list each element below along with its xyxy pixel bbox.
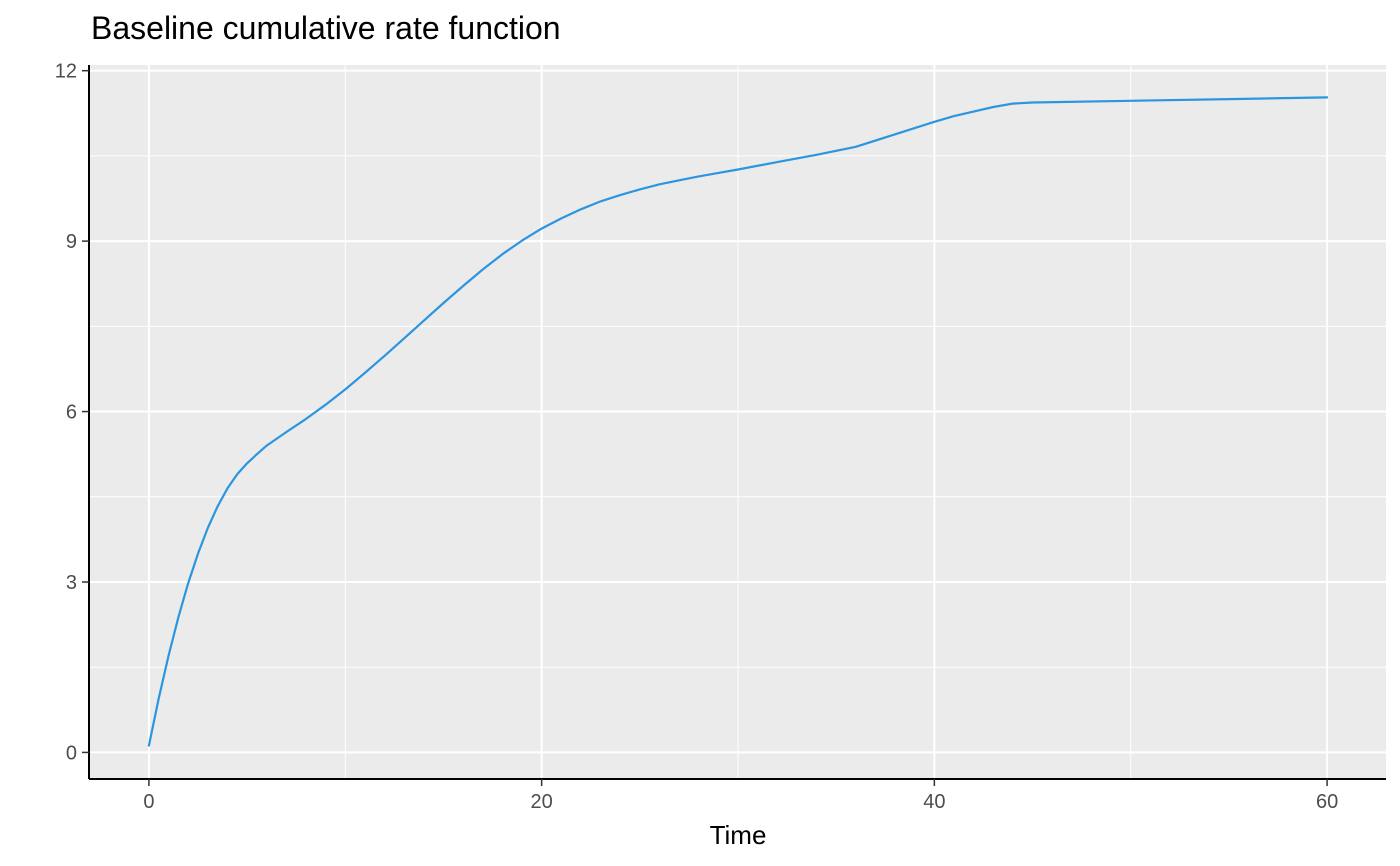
series-layer — [147, 96, 1329, 747]
major-gridlines — [90, 65, 1386, 778]
y-axis-ticks: 0 3 6 9 12 — [55, 61, 89, 764]
y-tick-label: 9 — [66, 231, 77, 253]
y-tick-label: 0 — [66, 742, 77, 764]
chart-title: Baseline cumulative rate function — [91, 10, 561, 46]
x-axis-ticks: 0 20 40 60 — [143, 779, 1338, 813]
x-tick-label: 20 — [531, 791, 553, 813]
x-tick-label: 60 — [1316, 791, 1338, 813]
y-tick-label: 6 — [66, 402, 77, 424]
series-line — [147, 96, 1329, 747]
x-tick-label: 40 — [923, 791, 945, 813]
minor-gridlines — [90, 65, 1386, 778]
y-tick-label: 3 — [66, 572, 77, 594]
x-tick-label: 0 — [143, 791, 154, 813]
x-axis-title: Time — [710, 820, 767, 850]
y-tick-label: 12 — [55, 61, 77, 83]
